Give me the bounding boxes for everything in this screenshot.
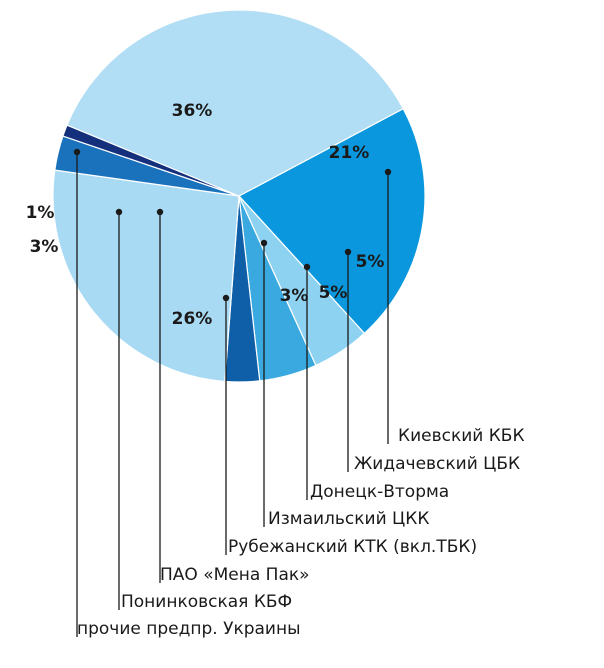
leader-dot-8: [73, 148, 81, 156]
legend-label-8: прочие предпр. Украины: [77, 619, 301, 639]
leader-dot-6: [156, 208, 164, 216]
leader-dot-7: [115, 208, 123, 216]
legend-labels: Киевский КБК Жидачевский ЦБК Донецк-Вторма…: [77, 426, 525, 639]
percent-label-5: 26%: [172, 309, 213, 329]
percent-label-3: 5%: [319, 283, 348, 303]
pie-slices: [52, 9, 426, 383]
legend-label-2: Жидачевский ЦБК: [354, 454, 520, 474]
legend-label-5: Рубежанский КТК (вкл.ТБК): [228, 537, 477, 557]
leader-dot-5: [222, 294, 230, 302]
percent-labels: 21% 5% 5% 3% 26% 3% 1% 36%: [26, 101, 385, 329]
legend-label-1: Киевский КБК: [398, 426, 525, 446]
percent-label-6: 3%: [30, 237, 59, 257]
leader-dot-1: [384, 168, 392, 176]
leader-dot-4: [260, 239, 268, 247]
pie-slice-5: [52, 169, 240, 383]
percent-label-8: 36%: [172, 101, 213, 121]
pie-slice-8: [66, 9, 405, 197]
percent-label-4: 3%: [280, 286, 309, 306]
pie-slice-1: [238, 107, 426, 335]
percent-label-1: 21%: [329, 143, 370, 163]
legend-label-7: Понинковская КБФ: [121, 592, 292, 612]
legend-label-6: ПАО «Мена Пак»: [160, 565, 310, 585]
legend-label-3: Донецк-Вторма: [310, 482, 449, 502]
leader-lines: [73, 148, 392, 637]
percent-label-7: 1%: [26, 203, 55, 223]
percent-label-2: 5%: [356, 252, 385, 272]
legend-label-4: Измаильский ЦКК: [268, 509, 429, 529]
leader-dot-2: [344, 248, 352, 256]
leader-dot-3: [303, 263, 311, 271]
